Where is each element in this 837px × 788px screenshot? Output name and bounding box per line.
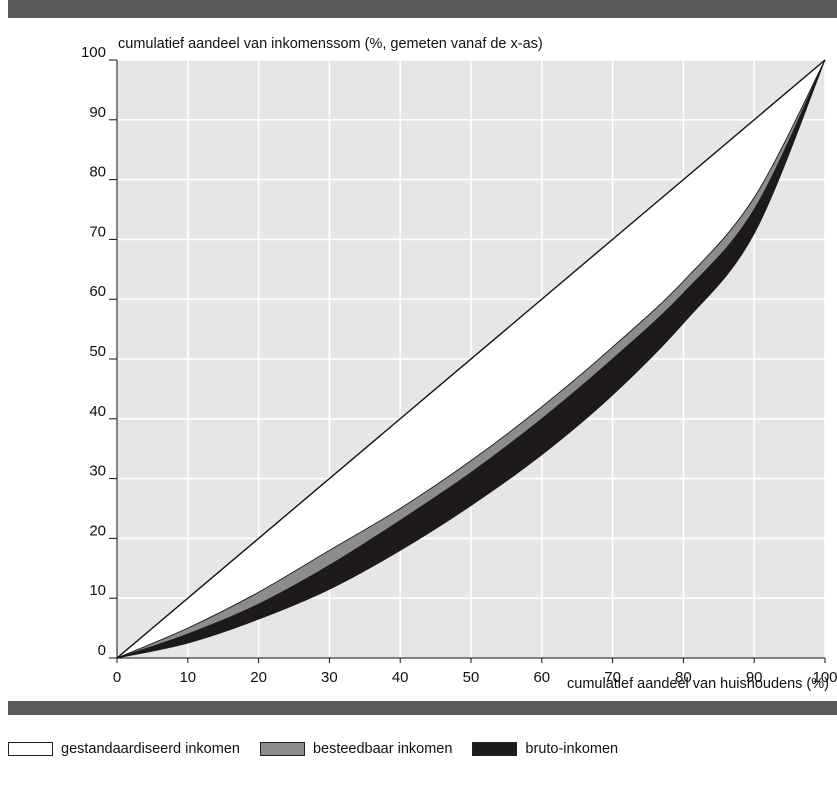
lorenz-chart: 0 10 20 30 40 50 60 70 80 90 100 0 10 20 30 40 50 60 70 80… bbox=[81, 44, 837, 686]
y-axis-label: cumulatief aandeel van inkomenssom (%, g… bbox=[118, 36, 543, 52]
x-tick-label-7: 70 bbox=[604, 669, 621, 686]
curve-bruto bbox=[116, 59, 826, 659]
x-tick-label-9: 90 bbox=[746, 669, 763, 686]
y-tick-label-7: 70 bbox=[89, 223, 106, 240]
legend: gestandaardiseerd inkomen besteedbaar in… bbox=[8, 738, 638, 760]
x-tick-label-1: 10 bbox=[179, 669, 196, 686]
y-tick-label-8: 80 bbox=[89, 164, 106, 181]
equality-line bbox=[116, 59, 826, 659]
bottom-band bbox=[8, 701, 837, 715]
curve-besteedbaar bbox=[116, 59, 826, 659]
legend-swatch-bruto bbox=[472, 742, 518, 756]
x-tick-label-0: 0 bbox=[113, 669, 121, 686]
y-tick-label-6: 60 bbox=[89, 283, 106, 300]
y-tick-label-3: 30 bbox=[89, 463, 106, 480]
x-tick-label-8: 80 bbox=[675, 669, 692, 686]
y-tick-label-0: 0 bbox=[98, 642, 106, 659]
legend-label-besteedbaar: besteedbaar inkomen bbox=[312, 741, 453, 757]
x-axis-label: cumulatief aandeel van huishoudens (%) bbox=[567, 676, 829, 692]
y-tick-label-10: 100 bbox=[81, 44, 106, 61]
x-tick-label-2: 20 bbox=[250, 669, 267, 686]
legend-swatch-besteedbaar bbox=[259, 742, 305, 756]
y-tick-label-5: 50 bbox=[89, 343, 106, 360]
y-tick-labels: 0 10 20 30 40 50 60 70 80 90 100 bbox=[81, 44, 117, 659]
x-tick-label-3: 30 bbox=[321, 669, 338, 686]
x-tick-label-6: 60 bbox=[533, 669, 550, 686]
legend-label-gestandaardiseerd: gestandaardiseerd inkomen bbox=[61, 741, 240, 757]
curve-lines bbox=[116, 59, 826, 659]
top-band bbox=[8, 0, 837, 18]
x-tick-label-5: 50 bbox=[463, 669, 480, 686]
x-tick-label-4: 40 bbox=[392, 669, 409, 686]
legend-item-gestandaardiseerd: gestandaardiseerd inkomen bbox=[8, 741, 240, 757]
curve-gestandaardiseerd bbox=[116, 59, 826, 659]
legend-swatch-gestandaardiseerd bbox=[8, 742, 53, 756]
x-tick-labels: 0 10 20 30 40 50 60 70 80 90 100 bbox=[113, 658, 837, 686]
y-tick-label-9: 90 bbox=[89, 104, 106, 121]
x-tick-label-10: 100 bbox=[812, 669, 837, 686]
y-tick-label-1: 10 bbox=[89, 582, 106, 599]
y-tick-label-2: 20 bbox=[89, 522, 106, 539]
legend-item-besteedbaar: besteedbaar inkomen bbox=[259, 741, 453, 757]
legend-label-bruto: bruto-inkomen bbox=[525, 741, 619, 757]
legend-item-bruto: bruto-inkomen bbox=[472, 741, 618, 757]
y-tick-label-4: 40 bbox=[89, 403, 106, 420]
